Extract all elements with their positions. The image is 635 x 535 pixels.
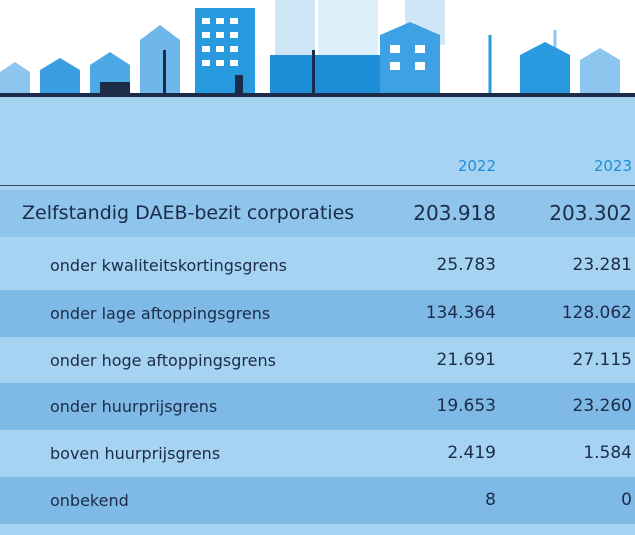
cell-value: 23.281 <box>502 242 632 289</box>
column-header: 2023 <box>512 157 632 175</box>
table: 2022 2023 Zelfstandig DAEB-bezit corporati… <box>0 97 635 535</box>
row-label: Zelfstandig DAEB-bezit corporaties <box>22 190 354 237</box>
row-label: boven huurprijsgrens <box>50 430 220 477</box>
column-header: 2022 <box>376 157 496 175</box>
row-label: onder lage aftoppingsgrens <box>50 290 270 337</box>
cell-value: 19.653 <box>366 383 496 430</box>
cell-value: 203.302 <box>502 190 632 237</box>
cell-value: 203.918 <box>366 190 496 237</box>
cell-value: 134.364 <box>366 290 496 337</box>
cell-value: 8 <box>366 477 496 524</box>
cell-value: 21.691 <box>366 337 496 384</box>
cell-value: 0 <box>502 477 632 524</box>
cell-value: 1.584 <box>502 430 632 477</box>
cell-value: 27.115 <box>502 337 632 384</box>
row-label: onder huurprijsgrens <box>50 383 217 430</box>
row-label: onder hoge aftoppingsgrens <box>50 337 276 384</box>
skyline <box>0 0 635 97</box>
cell-value: 23.260 <box>502 383 632 430</box>
header-rule <box>0 185 635 186</box>
row-label: onbekend <box>50 477 129 524</box>
row-label: onder kwaliteitskortingsgrens <box>50 242 287 289</box>
table-row: Zelfstandig DAEB-bezit corporaties 203.91… <box>0 190 635 237</box>
page: 2022 2023 Zelfstandig DAEB-bezit corporati… <box>0 0 635 535</box>
cell-value: 2.419 <box>366 430 496 477</box>
cell-value: 128.062 <box>502 290 632 337</box>
cell-value: 25.783 <box>366 242 496 289</box>
